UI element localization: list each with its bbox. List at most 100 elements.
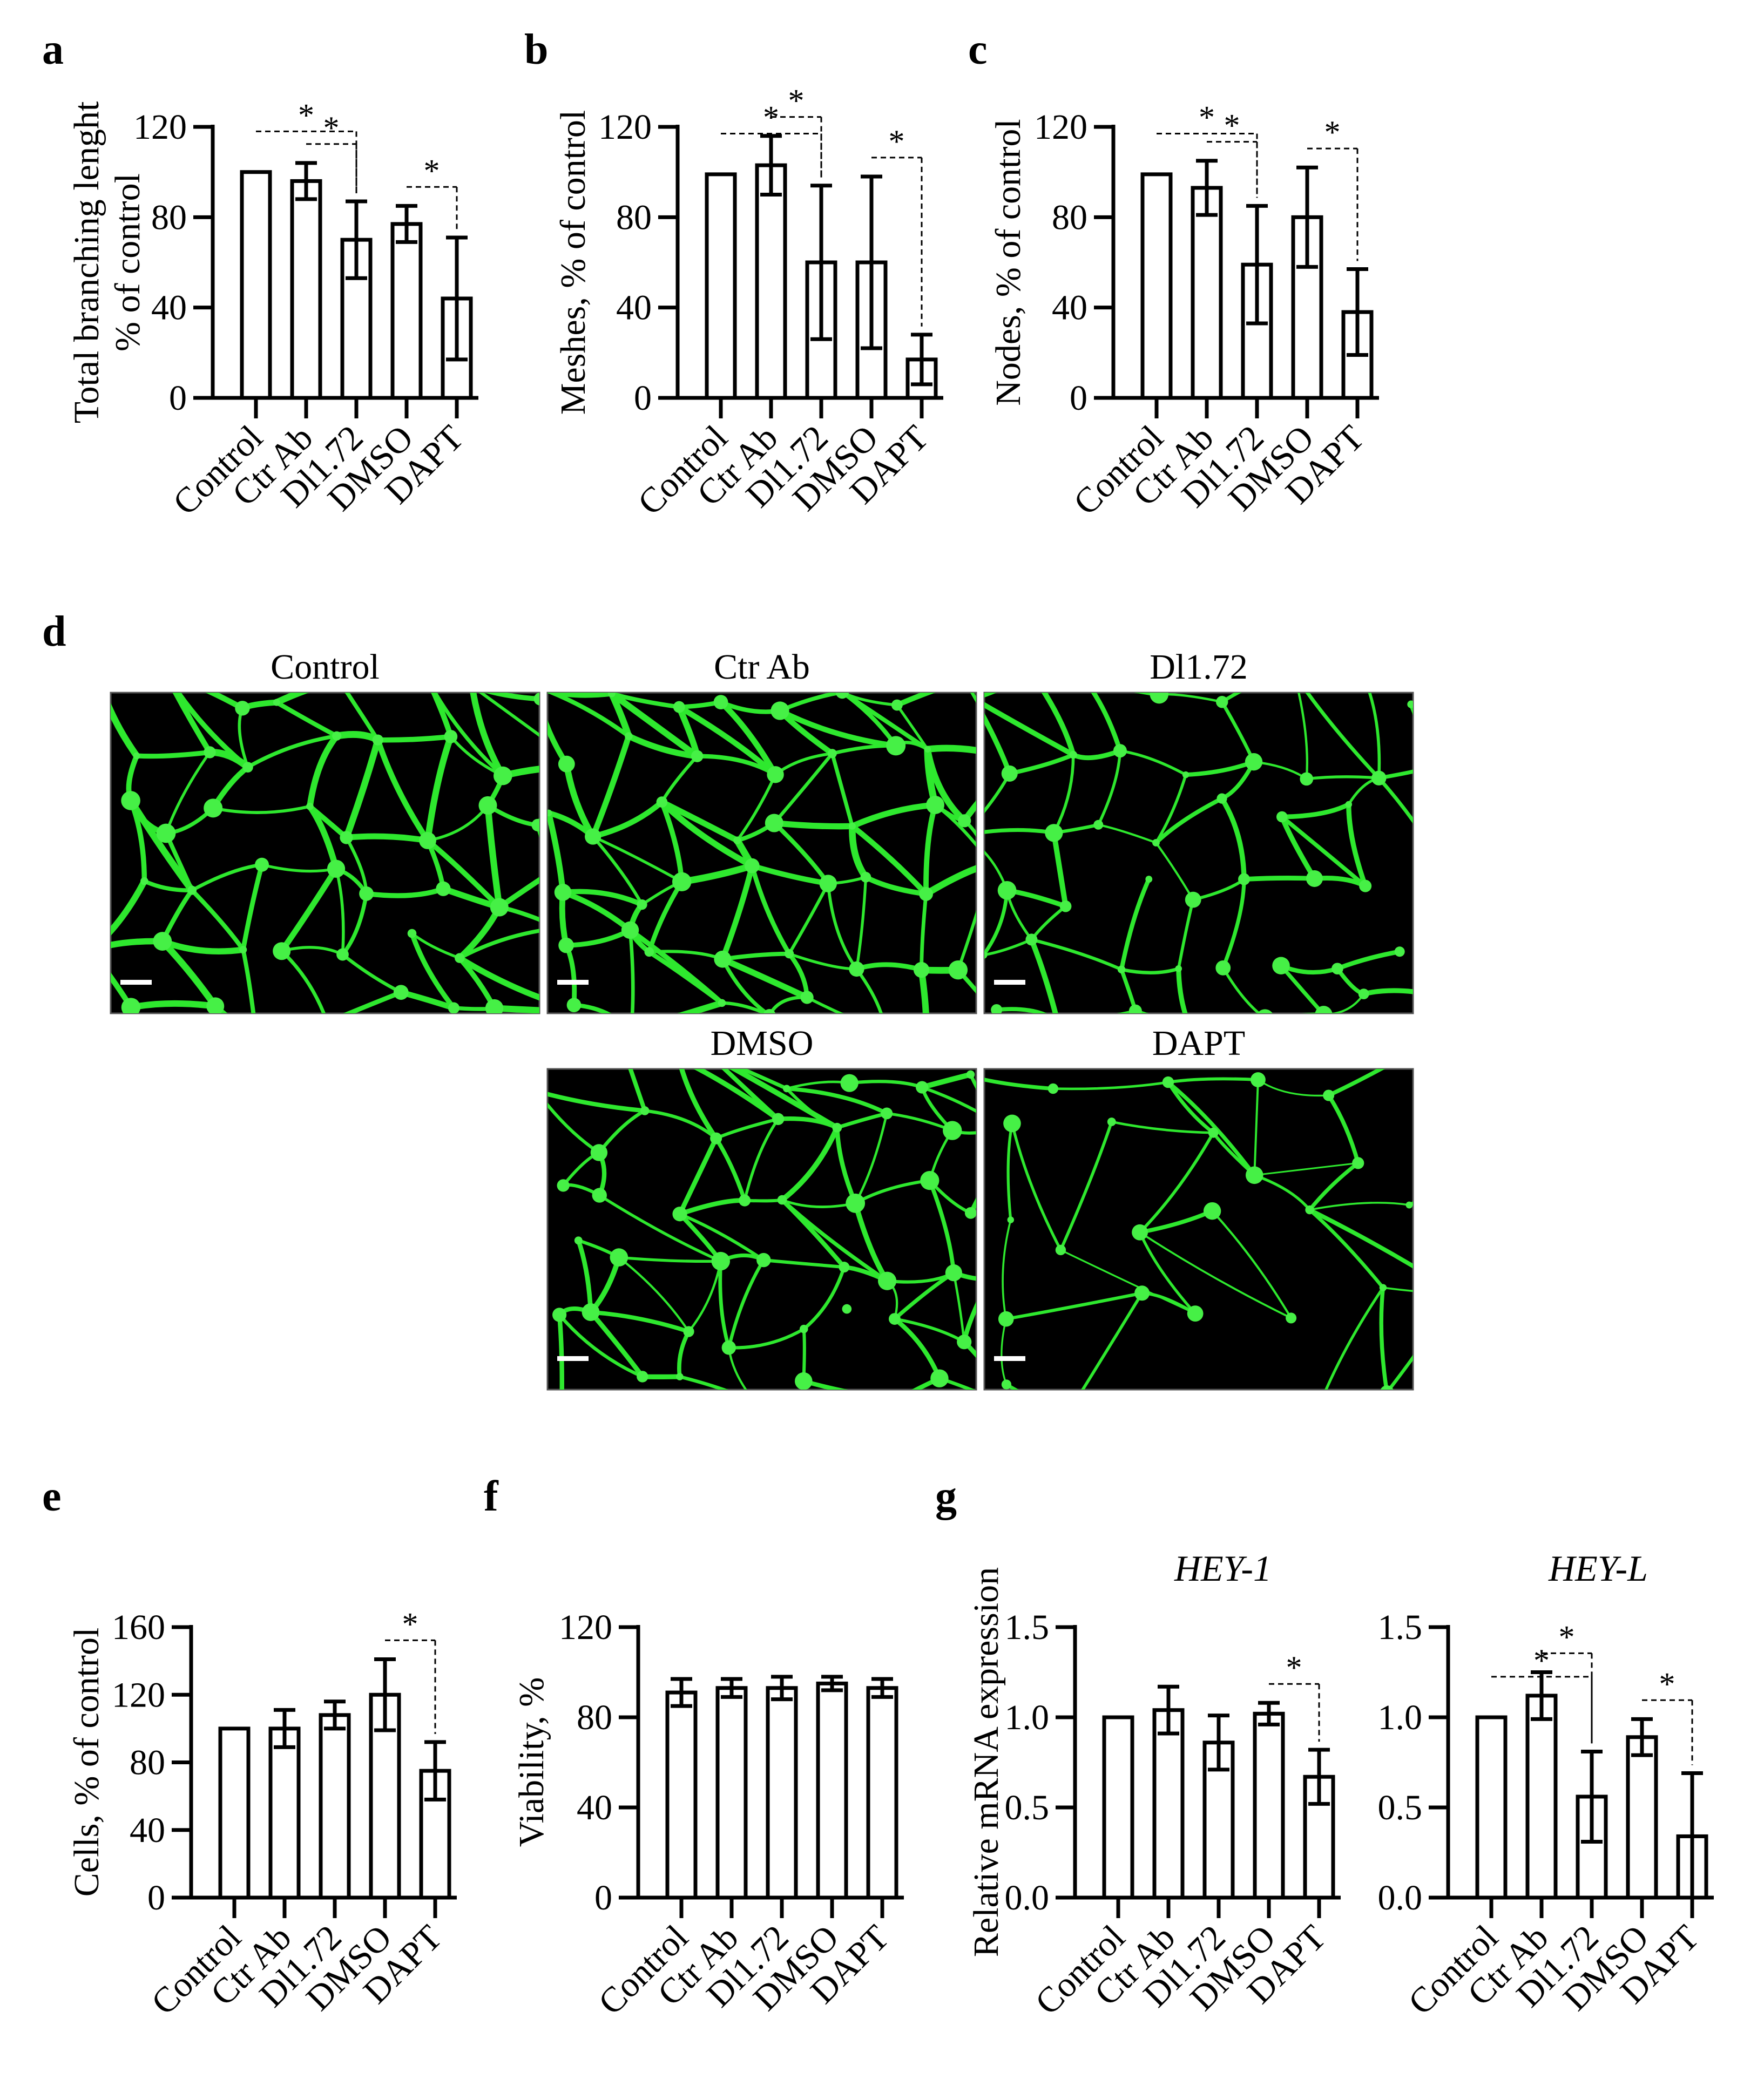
micrograph-title-0: Control: [271, 647, 380, 687]
vessel-node: [332, 731, 342, 741]
vessel-segment: [1324, 1286, 1384, 1390]
vessel-segment: [849, 802, 938, 829]
vessel-node: [721, 1340, 736, 1355]
micrograph-3: DMSO: [531, 1024, 977, 1408]
vessel-node: [493, 766, 512, 785]
vessel-segment: [1002, 1218, 1012, 1320]
y-tick-label-g2: 1.0: [1378, 1698, 1423, 1737]
vessel-segment: [628, 928, 635, 1013]
vessel-segment: [205, 693, 246, 712]
scale-bar-2: [994, 980, 1025, 985]
vessel-node: [800, 991, 814, 1004]
vessel-segment: [1221, 966, 1261, 1013]
vessel-segment: [743, 1118, 780, 1202]
vessel-node: [86, 946, 95, 954]
vessel-node: [1007, 1216, 1014, 1223]
y-tick-label-e: 40: [130, 1811, 165, 1850]
vessel-segment: [830, 751, 855, 828]
significance-star-g2: *: [1659, 1666, 1675, 1702]
vessel-node: [878, 1024, 893, 1039]
vessel-node: [557, 1179, 570, 1192]
vessel-segment: [1097, 749, 1122, 827]
vessel-node: [1371, 770, 1387, 785]
vessel-node: [966, 1070, 975, 1079]
vessel-node: [672, 1207, 687, 1222]
vessel-node: [531, 1086, 543, 1097]
vessel-node: [710, 1132, 722, 1145]
vessel-node: [920, 1171, 940, 1190]
significance-star-a: *: [298, 97, 314, 133]
vessel-network-2: [984, 669, 1413, 1013]
vessel-node: [644, 947, 654, 957]
vessel-node: [1055, 1244, 1066, 1256]
bar-g1-0: [1102, 1715, 1134, 1900]
significance-star-c: *: [1324, 114, 1341, 150]
vessel-segment: [134, 749, 213, 759]
y-axis-label-a: % of control: [108, 173, 147, 351]
vessel-node: [1175, 1390, 1182, 1397]
vessel-segment: [1052, 1081, 1170, 1091]
vessel-node: [436, 881, 451, 896]
vessel-node: [896, 1396, 903, 1402]
vessel-node: [133, 752, 140, 760]
micrograph-1: Ctr Ab: [546, 647, 1009, 1039]
vessel-segment: [429, 682, 472, 686]
vessel-segment: [1001, 1318, 1008, 1386]
significance-star-a: *: [323, 110, 340, 146]
vessel-node: [745, 858, 760, 873]
vessel-segment: [424, 733, 454, 844]
vessel-node: [582, 1303, 600, 1321]
vessel-node: [676, 1373, 684, 1380]
vessel-segment: [1308, 1208, 1385, 1290]
bar-g2-3: [1626, 1735, 1658, 1900]
vessel-node: [1412, 1044, 1422, 1053]
vessel-node: [1132, 1224, 1148, 1241]
significance-star-a: *: [424, 153, 440, 188]
vessel-segment: [695, 754, 778, 777]
vessel-node: [840, 1074, 859, 1092]
vessel-segment: [588, 1310, 645, 1379]
vessel-segment: [956, 910, 976, 972]
vessel-segment: [142, 879, 194, 893]
vessel-segment: [1110, 1120, 1215, 1134]
vessel-node: [1047, 1083, 1059, 1094]
vessel-segment: [678, 1212, 766, 1262]
vessel-node: [1289, 669, 1299, 679]
vessel-segment: [557, 1312, 564, 1390]
vessel-node: [711, 1251, 730, 1271]
bar-f-2: [766, 1686, 798, 1900]
vessel-segment: [926, 1027, 1009, 1033]
vessel-node: [1152, 839, 1160, 847]
vessel-node: [1478, 1143, 1487, 1153]
vessel-node: [1162, 1076, 1174, 1088]
vessel-segment: [341, 952, 403, 994]
vessel-segment: [802, 1265, 846, 1331]
vessel-segment: [548, 693, 631, 739]
vessel-node: [327, 859, 346, 878]
vessel-node: [1407, 700, 1413, 708]
vessel-node: [1216, 696, 1228, 708]
vessel-segment: [1279, 802, 1351, 820]
vessel-node: [752, 1399, 761, 1408]
vessel-node: [235, 701, 250, 716]
vessel-segment: [984, 713, 1012, 776]
vessel-node: [1045, 824, 1063, 842]
vessel-node: [1315, 1006, 1333, 1013]
vessel-segment: [849, 823, 929, 897]
vessel-segment: [432, 693, 505, 778]
bar-e-2: [319, 1713, 351, 1900]
vessel-node: [423, 676, 436, 689]
scale-bar-3: [557, 1356, 589, 1361]
vessel-segment: [984, 1078, 1055, 1091]
vessel-node: [891, 699, 903, 711]
vessel-segment: [111, 878, 148, 936]
vessel-segment: [1154, 773, 1187, 844]
y-tick-label-b: 40: [616, 288, 652, 328]
vessel-segment: [164, 750, 212, 835]
vessel-node: [640, 1106, 650, 1115]
vessel-segment: [246, 734, 339, 769]
vessel-segment: [1379, 1285, 1389, 1390]
